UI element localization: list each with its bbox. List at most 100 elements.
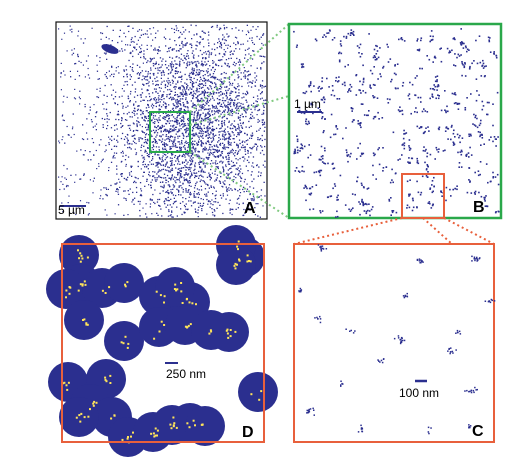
localization-dot (185, 173, 187, 175)
localization-dot (211, 172, 213, 174)
localization-dot (189, 43, 191, 45)
localization-dot (178, 122, 180, 124)
localization-dot (308, 144, 310, 146)
localization-dot (238, 102, 240, 104)
localization-dot (179, 170, 182, 172)
localization-dot (123, 32, 125, 34)
localization-dot (169, 88, 171, 91)
localization-dot (229, 114, 231, 116)
localization-dot (453, 38, 455, 40)
localization-dot (248, 104, 250, 106)
localization-dot (163, 186, 165, 188)
localization-dot (454, 53, 456, 55)
localization-dot (140, 94, 142, 96)
localization-dot (179, 62, 181, 64)
localization-dot (323, 101, 326, 104)
localization-dot (140, 149, 142, 152)
localization-dot (167, 83, 170, 85)
localization-dot (204, 114, 207, 116)
localization-dot (184, 148, 186, 150)
localization-dot (335, 125, 338, 128)
localization-dot (178, 129, 180, 131)
localization-dot (492, 103, 494, 105)
localization-dot (201, 53, 203, 56)
localization-dot (219, 161, 221, 163)
localization-dot (135, 129, 137, 131)
localization-dot (193, 118, 195, 120)
localization-dot (391, 78, 393, 81)
localization-dot (397, 335, 400, 337)
localization-dot (171, 157, 173, 160)
localization-dot (185, 152, 187, 154)
localization-dot (478, 124, 481, 127)
localization-dot (207, 121, 209, 123)
localization-dot (194, 93, 197, 95)
localization-dot (184, 156, 186, 158)
localization-dot (244, 109, 246, 111)
localization-dot (204, 193, 206, 196)
localization-dot (171, 61, 173, 63)
localization-dot (158, 139, 160, 141)
localization-dot (208, 50, 210, 52)
localization-dot (129, 78, 131, 80)
localization-dot (199, 166, 201, 168)
localization-dot (484, 300, 487, 302)
cluster-core (172, 416, 175, 419)
localization-dot (320, 98, 323, 101)
localization-dot (461, 62, 464, 65)
localization-dot (160, 83, 162, 85)
localization-dot (233, 141, 236, 143)
localization-dot (123, 76, 125, 78)
localization-dot (206, 198, 208, 201)
localization-dot (191, 88, 193, 90)
localization-dot (195, 196, 197, 198)
localization-dot (197, 74, 199, 76)
localization-dot (204, 182, 206, 184)
localization-dot (252, 146, 254, 149)
localization-dot (179, 148, 181, 150)
localization-dot (96, 111, 98, 113)
localization-dot (322, 248, 325, 250)
localization-dot (209, 108, 211, 110)
localization-dot (225, 95, 227, 97)
localization-dot (139, 109, 142, 111)
localization-dot (196, 33, 198, 35)
localization-dot (263, 153, 265, 156)
localization-dot (179, 95, 181, 97)
cluster-core (229, 335, 232, 338)
localization-dot (204, 117, 206, 119)
localization-dot (171, 153, 173, 155)
localization-dot (70, 76, 72, 78)
localization-dot (420, 39, 422, 42)
localization-dot (309, 154, 312, 156)
localization-dot (209, 74, 211, 76)
localization-dot (258, 109, 260, 111)
localization-dot (129, 174, 131, 176)
localization-dot (445, 186, 448, 189)
localization-dot (414, 111, 416, 113)
localization-dot (192, 160, 194, 162)
localization-dot (100, 38, 102, 40)
localization-dot (184, 82, 186, 84)
localization-dot (157, 69, 159, 71)
localization-dot (358, 201, 360, 203)
localization-dot (207, 140, 209, 142)
localization-dot (188, 166, 190, 169)
localization-dot (223, 36, 225, 38)
localization-dot (458, 166, 460, 168)
localization-dot (166, 94, 168, 96)
localization-dot (377, 56, 380, 59)
localization-dot (228, 158, 230, 160)
cluster-core (87, 415, 90, 418)
localization-dot (201, 105, 203, 107)
localization-dot (160, 130, 162, 132)
localization-dot (106, 127, 108, 130)
localization-dot (159, 158, 161, 160)
localization-dot (432, 61, 434, 63)
localization-dot (233, 125, 235, 127)
localization-dot (258, 171, 260, 173)
localization-dot (150, 45, 152, 47)
localization-dot (239, 60, 241, 62)
localization-dot (162, 181, 164, 183)
localization-dot (262, 105, 265, 107)
